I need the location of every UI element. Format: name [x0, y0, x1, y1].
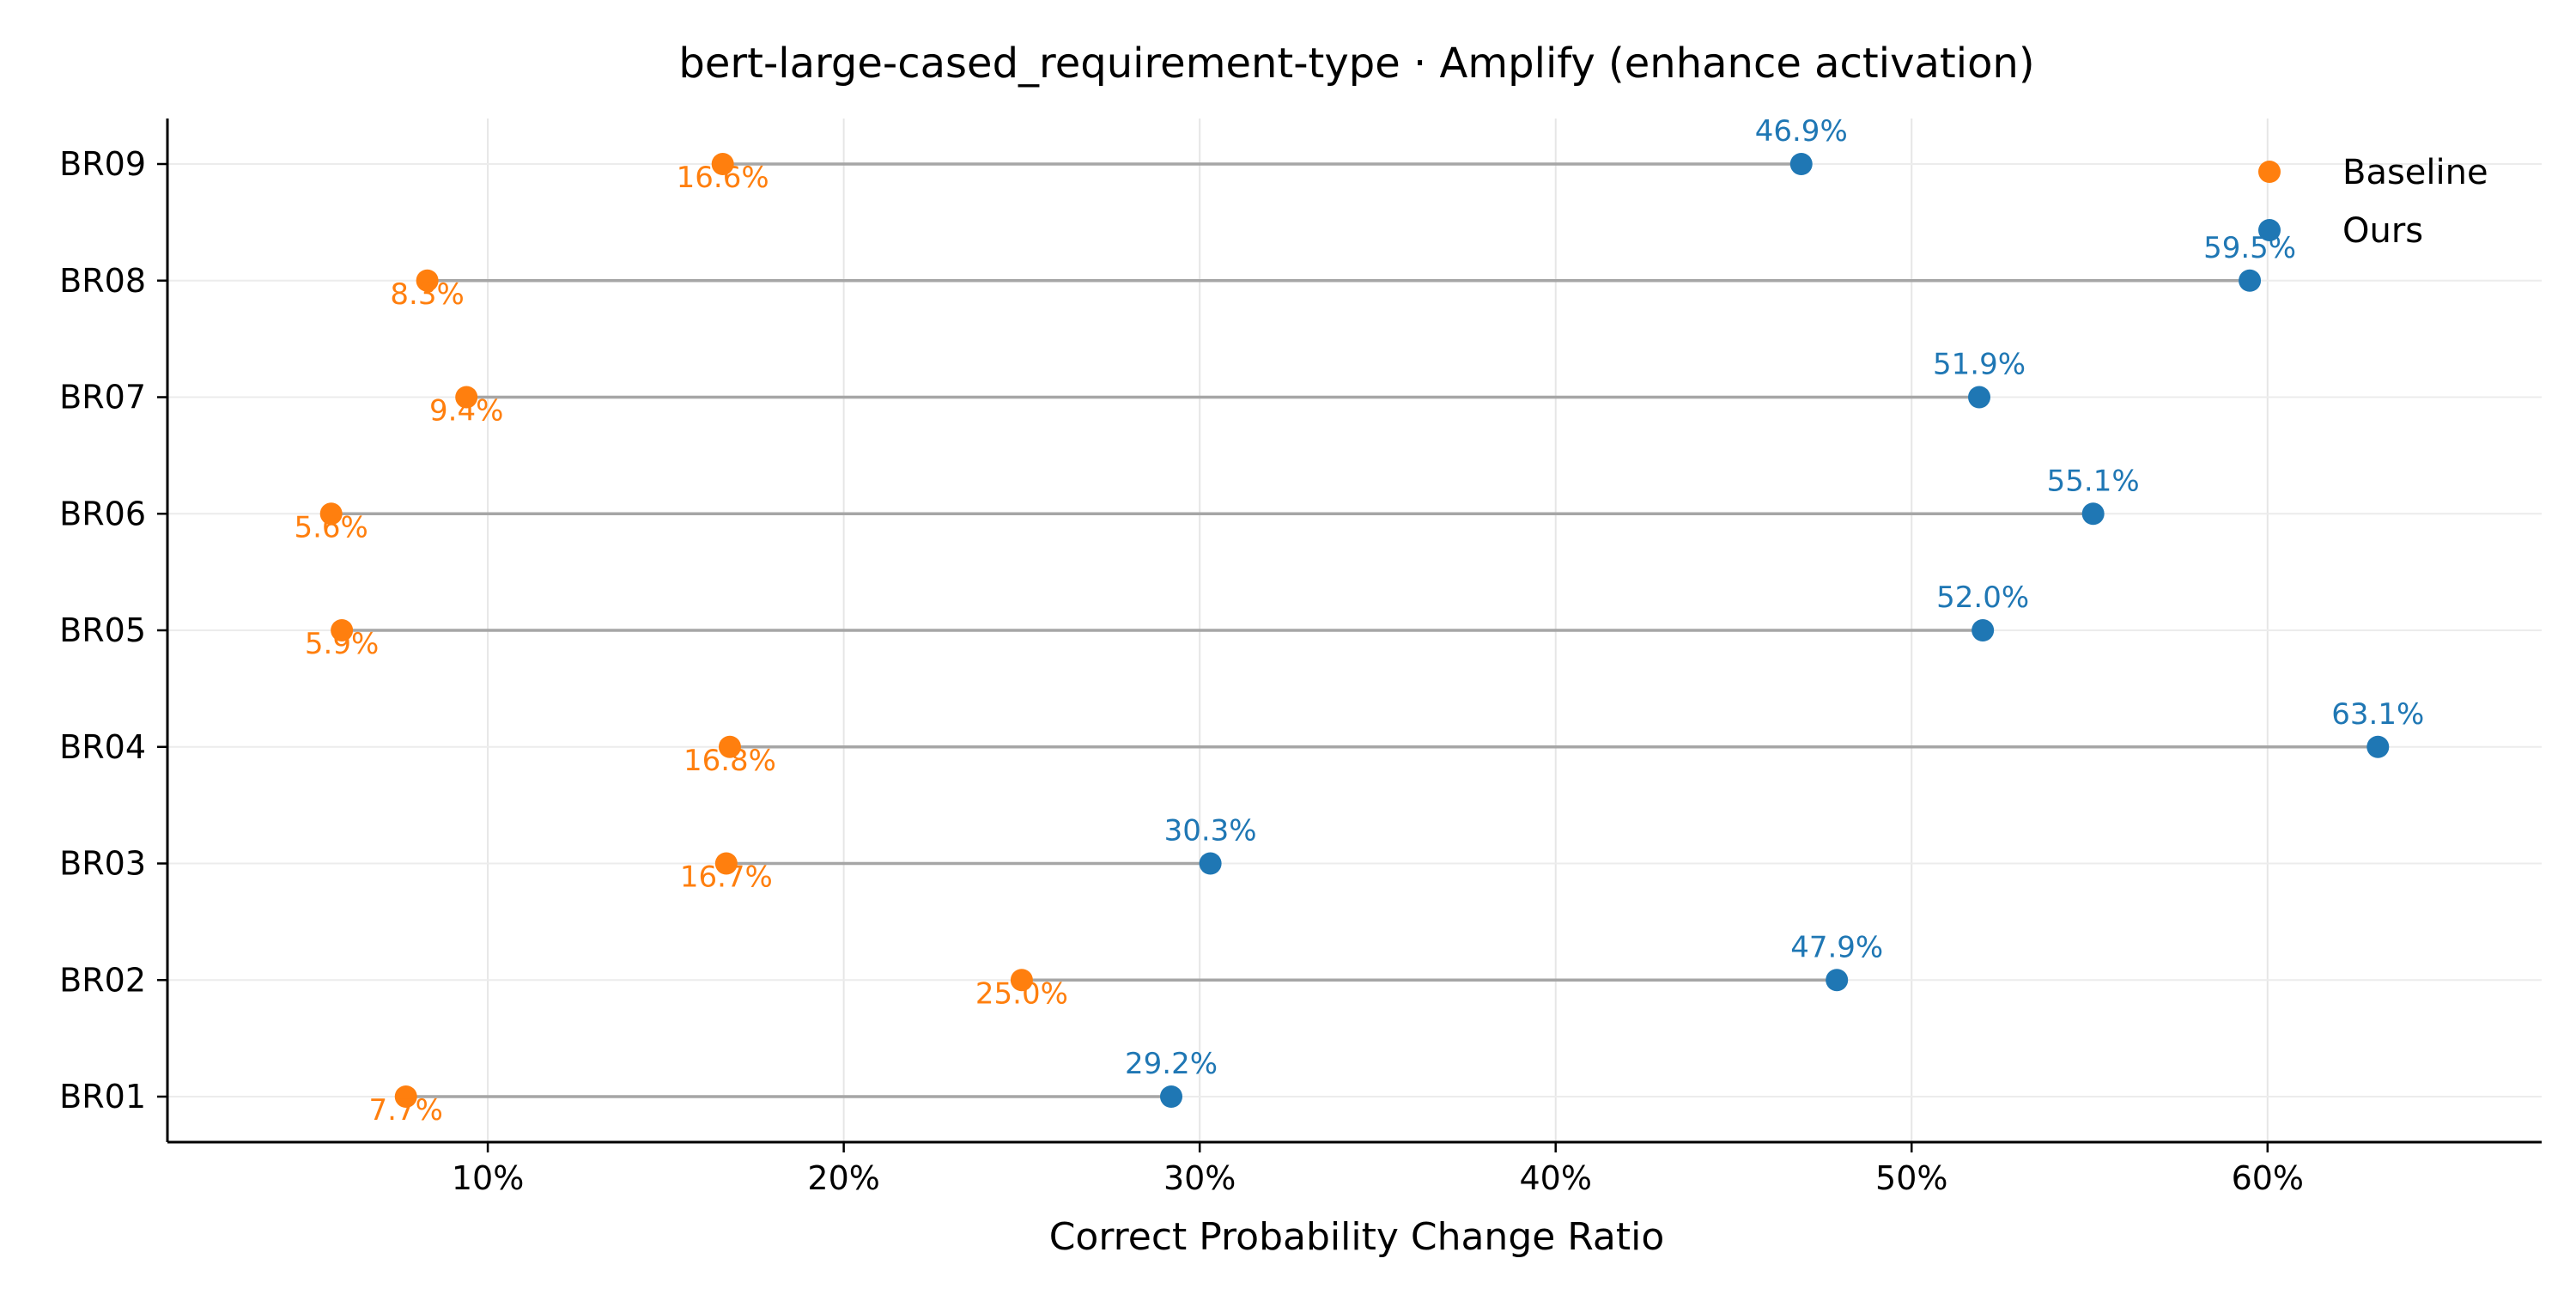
y-tick-label: BR08	[59, 262, 146, 300]
x-tick-label: 40%	[1519, 1159, 1591, 1197]
y-tick-label: BR04	[59, 728, 146, 766]
ours-value-label: 47.9%	[1790, 930, 1883, 964]
ours-point	[1789, 153, 1813, 175]
ours-value-label: 63.1%	[2331, 697, 2424, 732]
legend-label-baseline: Baseline	[2342, 153, 2488, 192]
y-tick-label: BR06	[59, 495, 146, 532]
chart-title: bert-large-cased_requirement-type · Ampl…	[678, 40, 2034, 88]
legend-marker-baseline	[2258, 161, 2281, 183]
ours-point	[1826, 969, 1849, 992]
ours-value-label: 59.5%	[2203, 231, 2296, 265]
data-labels: 7.7% 29.2% 25.0% 47.9% 16.7% 30.3% 16.8% 63.1% 5…	[294, 114, 2424, 1128]
ours-value-label: 46.9%	[1755, 114, 1848, 149]
baseline-value-label: 16.6%	[677, 161, 769, 195]
baseline-point	[718, 735, 741, 758]
baseline-point	[319, 502, 343, 526]
x-tick-label: 30%	[1163, 1159, 1236, 1197]
baseline-value-label: 7.7%	[369, 1093, 443, 1128]
connectors	[331, 162, 2379, 1098]
legend-label-ours: Ours	[2342, 211, 2423, 251]
baseline-value-label: 8.3%	[390, 277, 464, 312]
baseline-value-label: 9.4%	[429, 394, 503, 429]
y-tick-label: BR05	[59, 611, 146, 649]
ours-point	[2366, 735, 2390, 758]
y-tick-label: BR02	[59, 961, 146, 999]
ours-point	[1199, 852, 1222, 875]
axes: BR01 BR02 BR03 BR04 BR05 BR06 BR07 BR08 BR09 10% 2…	[59, 119, 2542, 1197]
y-tick-label: BR09	[59, 145, 146, 183]
x-tick-label: 60%	[2232, 1159, 2304, 1197]
ours-point	[2081, 502, 2105, 526]
x-tick-label: 50%	[1875, 1159, 1947, 1197]
ours-value-label: 30.3%	[1164, 814, 1257, 848]
baseline-point	[711, 153, 734, 175]
x-axis-label: Correct Probability Change Ratio	[1049, 1215, 1665, 1259]
baseline-point	[455, 386, 478, 409]
baseline-point	[1010, 969, 1033, 992]
ours-value-label: 52.0%	[1936, 581, 2029, 615]
ours-point	[1968, 386, 1991, 409]
baseline-point	[416, 269, 439, 292]
ours-point	[1971, 619, 1995, 641]
y-tick-label: BR01	[59, 1078, 146, 1116]
baseline-value-label: 25.0%	[975, 976, 1068, 1011]
x-tick-label: 10%	[452, 1159, 524, 1197]
ours-value-label: 51.9%	[1933, 348, 2026, 382]
baseline-value-label: 5.9%	[305, 627, 379, 661]
baseline-value-label: 16.8%	[683, 744, 776, 778]
legend: Baseline Ours	[2258, 153, 2488, 251]
legend-marker-ours	[2258, 219, 2281, 241]
y-tick-label: BR07	[59, 379, 146, 416]
baseline-point	[714, 852, 738, 875]
y-tick-label: BR03	[59, 845, 146, 883]
baseline-point	[331, 619, 354, 641]
baseline-value-label: 16.7%	[680, 860, 773, 895]
ours-point	[1160, 1085, 1183, 1108]
ours-value-label: 29.2%	[1125, 1047, 1218, 1081]
data-points	[319, 153, 2390, 1108]
x-tick-label: 20%	[807, 1159, 879, 1197]
baseline-value-label: 5.6%	[294, 510, 368, 544]
ours-point	[2239, 269, 2262, 292]
baseline-point	[394, 1085, 417, 1108]
ours-value-label: 55.1%	[2047, 464, 2140, 498]
